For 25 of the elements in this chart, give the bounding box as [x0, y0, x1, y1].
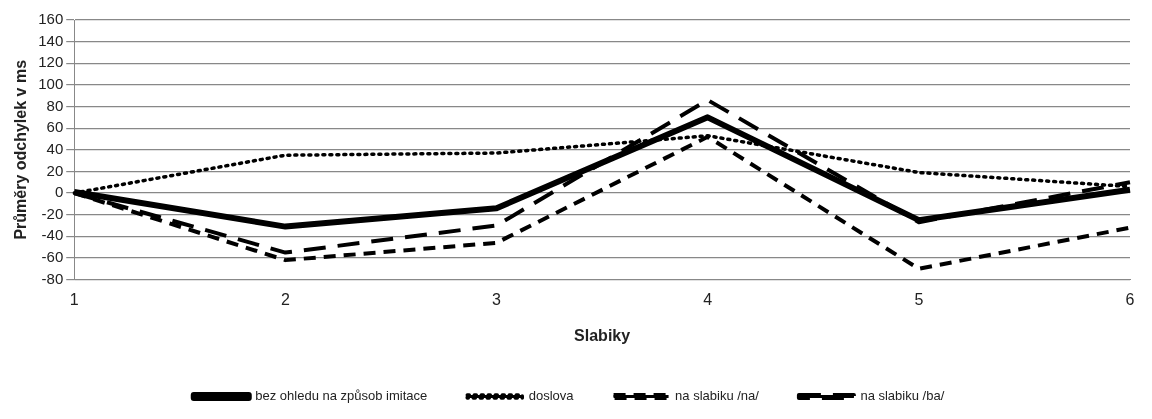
legend-label: bez ohledu na způsob imitace: [255, 388, 428, 404]
x-tick-label: 5: [914, 290, 924, 308]
y-tick-label: 80: [46, 96, 64, 114]
x-tick-label: 1: [69, 290, 79, 308]
y-tick-label: 160: [38, 10, 64, 28]
x-tick-label: 6: [1125, 290, 1135, 308]
y-tick-label: -60: [41, 248, 64, 266]
y-axis-title: Průměry odchylek v ms: [12, 59, 30, 240]
y-tick-label: 140: [38, 31, 64, 49]
y-tick-label: 60: [46, 118, 64, 136]
legend-label: na slabiku /na/: [675, 388, 760, 404]
y-tick-label: -40: [41, 226, 64, 244]
y-tick-label: -80: [41, 269, 64, 287]
legend-label: na slabiku /ba/: [860, 388, 945, 404]
x-tick-label: 4: [703, 290, 713, 308]
x-axis-title: Slabiky: [574, 326, 631, 344]
y-tick-label: 20: [46, 161, 64, 179]
x-tick-label: 3: [492, 290, 502, 308]
y-tick-label: 120: [38, 53, 64, 71]
y-tick-label: 0: [54, 183, 64, 201]
y-tick-label: 40: [46, 139, 64, 157]
x-tick-label: 2: [280, 290, 290, 308]
legend-label: doslova: [528, 388, 575, 404]
y-tick-label: 100: [38, 75, 64, 93]
y-tick-label: -20: [41, 204, 64, 222]
